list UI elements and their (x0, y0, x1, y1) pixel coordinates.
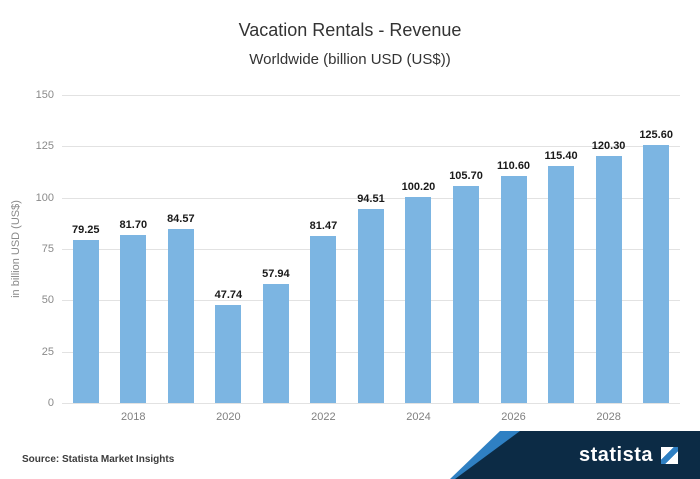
gridline (62, 197, 680, 199)
bar-slot-2025: 105.70 (442, 95, 490, 403)
statista-logo-icon (661, 446, 678, 464)
bar (595, 155, 622, 403)
bar (215, 304, 242, 403)
x-axis-tick-label: 2028 (596, 411, 621, 423)
gridline (62, 95, 680, 96)
bar (548, 166, 575, 403)
source-attribution: Source: Statista Market Insights (22, 454, 175, 465)
bar-value-label: 120.30 (591, 139, 626, 152)
y-axis-title: in billion USD (US$) (10, 200, 22, 298)
x-axis-tick-label: 2018 (121, 411, 146, 423)
bar (262, 284, 289, 403)
plot-area: 150 125 100 75 50 25 0 79.25 81.70 2018 84.57 47.7… (36, 89, 680, 423)
bar-value-label: 47.74 (214, 288, 243, 301)
bar-value-label: 57.94 (262, 268, 290, 281)
bars-layer: 79.25 81.70 2018 84.57 47.74 2020 57.94 81.47 20… (62, 95, 680, 423)
bar-value-label: 125.60 (639, 129, 673, 142)
chart-subtitle: Worldwide (billion USD (US$)) (249, 51, 451, 68)
bar (500, 175, 527, 403)
bar-slot-2019: 84.57 (157, 95, 205, 403)
bar-slot-2021: 57.94 (252, 95, 300, 403)
bar-slot-2023: 94.51 (347, 95, 395, 403)
bar-value-label: 110.60 (497, 159, 531, 172)
bar-slot-2026: 110.60 2026 (490, 95, 538, 423)
bar-slot-2028: 120.30 2028 (585, 95, 633, 423)
bar-slot-2020: 47.74 2020 (205, 95, 253, 423)
bar-value-label: 81.70 (119, 219, 148, 232)
y-axis-tick-label: 150 (35, 89, 54, 101)
y-axis-tick-label: 50 (41, 294, 54, 307)
bar (310, 235, 337, 403)
x-axis-tick-label: 2026 (501, 411, 526, 423)
x-axis-tick-label: 2020 (216, 411, 241, 423)
bar (453, 185, 480, 403)
chart-title: Vacation Rentals - Revenue (238, 20, 462, 40)
bar-slot-2024: 100.20 2024 (395, 95, 443, 423)
bar-value-label: 105.70 (449, 169, 483, 182)
bar-slot-2022: 81.47 2022 (300, 95, 348, 423)
bar-value-label: 84.57 (167, 213, 195, 226)
bar (72, 240, 99, 403)
gridline (62, 146, 680, 148)
banner-navy-shape: statista (455, 431, 700, 479)
statista-footer-banner: statista (450, 431, 700, 479)
bar-value-label: 79.25 (72, 224, 100, 237)
y-axis-tick-label: 0 (47, 397, 54, 409)
x-axis-tick-label: 2022 (311, 411, 336, 423)
bar-value-label: 115.40 (544, 150, 578, 163)
gridline (62, 403, 680, 404)
y-axis-tick-label: 75 (41, 243, 54, 255)
bar (167, 229, 194, 403)
bar-slot-2029: 125.60 (632, 95, 680, 403)
bar-slot-2027: 115.40 (537, 95, 585, 403)
statista-wordmark: statista (578, 443, 653, 466)
bar-value-label: 100.20 (401, 181, 436, 194)
bar (120, 235, 147, 403)
y-axis-tick-label: 25 (41, 345, 54, 358)
bar (405, 197, 432, 403)
bar-value-label: 81.47 (309, 219, 338, 232)
x-axis-tick-label: 2024 (406, 411, 431, 423)
y-axis-tick-label: 100 (35, 191, 54, 204)
bar-slot-2018: 81.70 2018 (110, 95, 158, 423)
bar-value-label: 94.51 (357, 192, 385, 205)
bar (357, 208, 384, 403)
bar-slot-2017: 79.25 (62, 95, 110, 403)
bar (643, 145, 670, 403)
y-axis-tick-label: 125 (35, 140, 54, 153)
